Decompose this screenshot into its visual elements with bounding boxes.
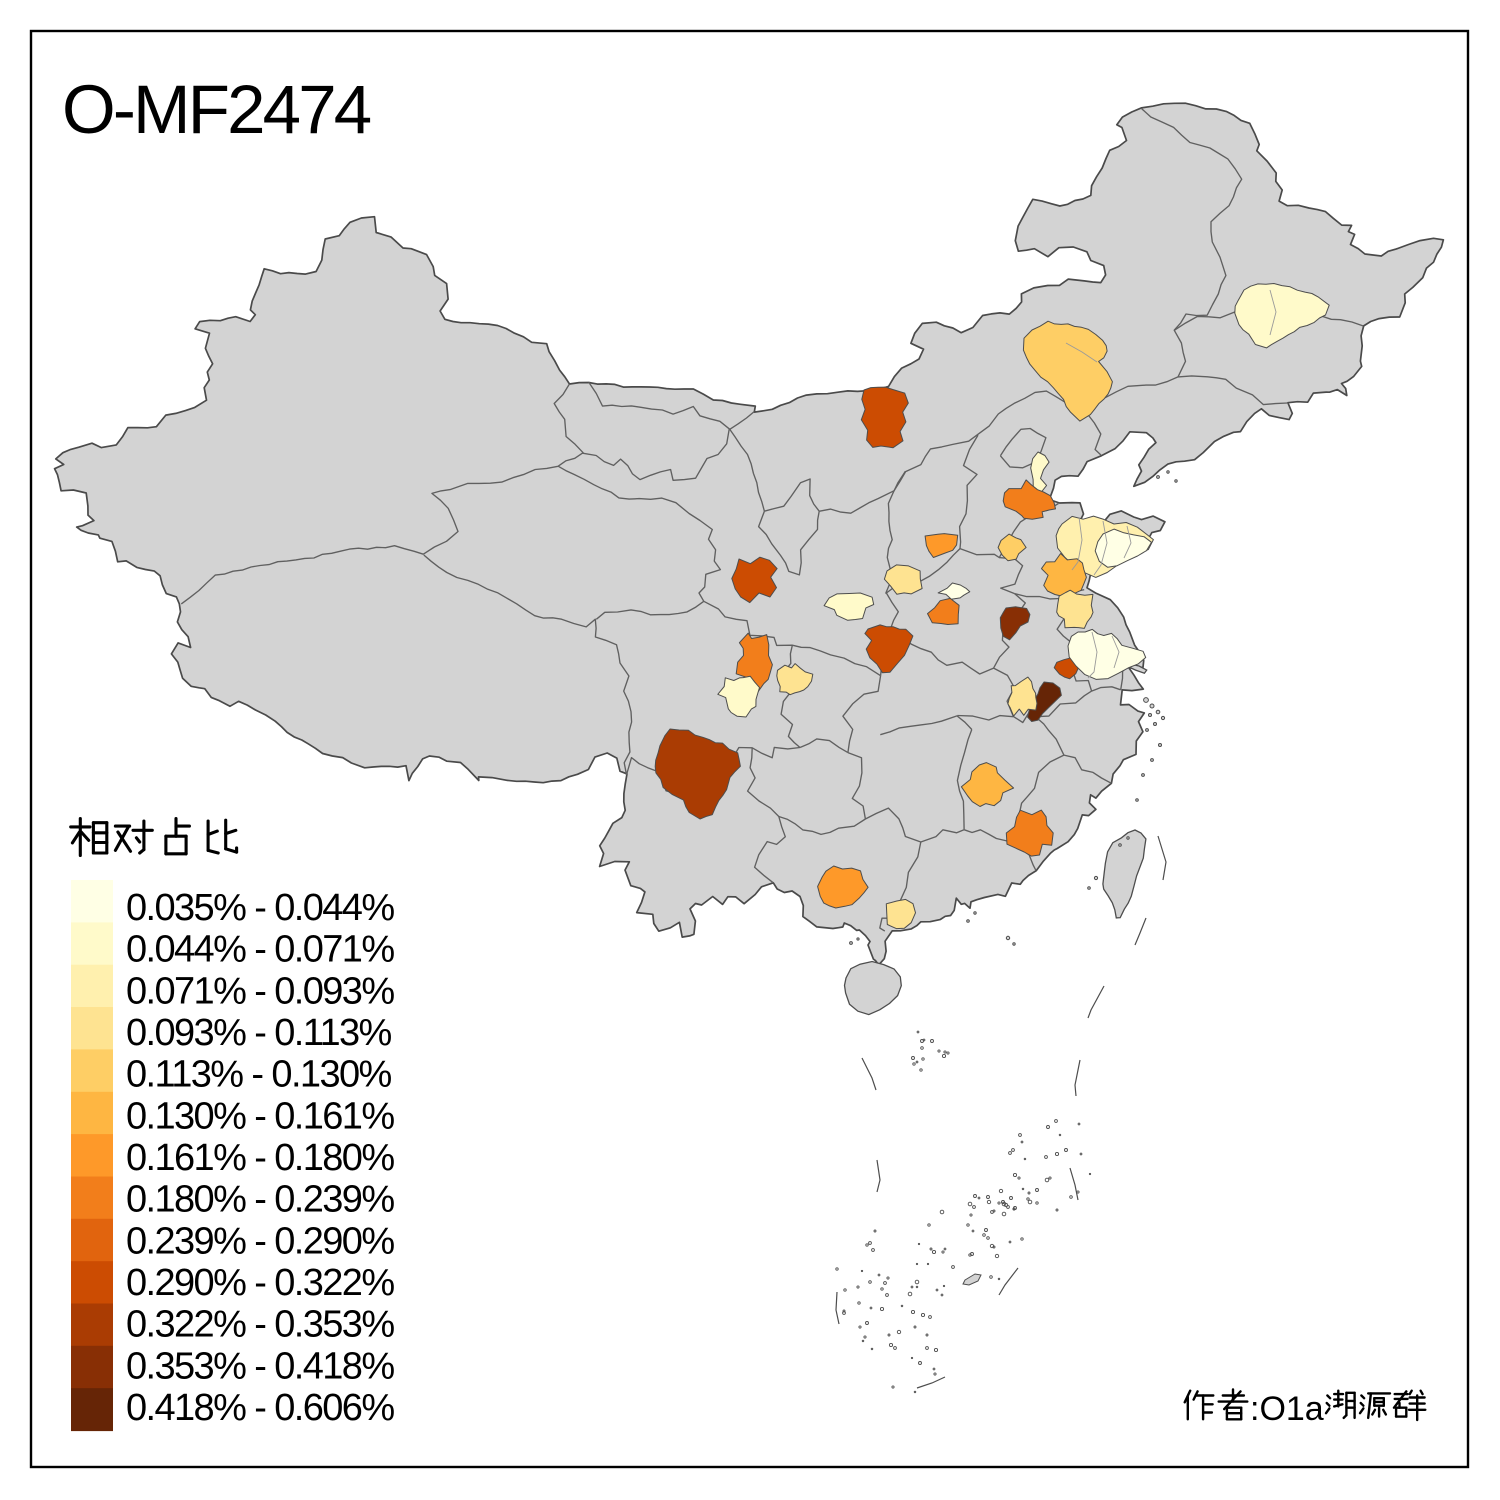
svg-text:O-MF2474: O-MF2474 (62, 71, 371, 148)
svg-text:0.044% - 0.071%: 0.044% - 0.071% (126, 929, 394, 971)
svg-text:0.093% - 0.113%: 0.093% - 0.113% (126, 1012, 392, 1054)
svg-text:0.161% - 0.180%: 0.161% - 0.180% (126, 1137, 394, 1179)
svg-text:0.130% - 0.161%: 0.130% - 0.161% (126, 1095, 394, 1137)
svg-text:0.239% - 0.290%: 0.239% - 0.290% (126, 1220, 394, 1262)
svg-text:0.353% - 0.418%: 0.353% - 0.418% (126, 1345, 394, 1387)
svg-text:0.418% - 0.606%: 0.418% - 0.606% (126, 1387, 394, 1429)
svg-text:0.322% - 0.353%: 0.322% - 0.353% (126, 1304, 394, 1346)
svg-text:0.071% - 0.093%: 0.071% - 0.093% (126, 970, 394, 1012)
svg-text:0.113% - 0.130%: 0.113% - 0.130% (126, 1054, 392, 1096)
svg-text::O1a: :O1a (1250, 1390, 1324, 1428)
svg-text:0.290% - 0.322%: 0.290% - 0.322% (126, 1262, 394, 1304)
svg-text:0.180% - 0.239%: 0.180% - 0.239% (126, 1179, 394, 1221)
svg-text:0.035% - 0.044%: 0.035% - 0.044% (126, 887, 394, 929)
